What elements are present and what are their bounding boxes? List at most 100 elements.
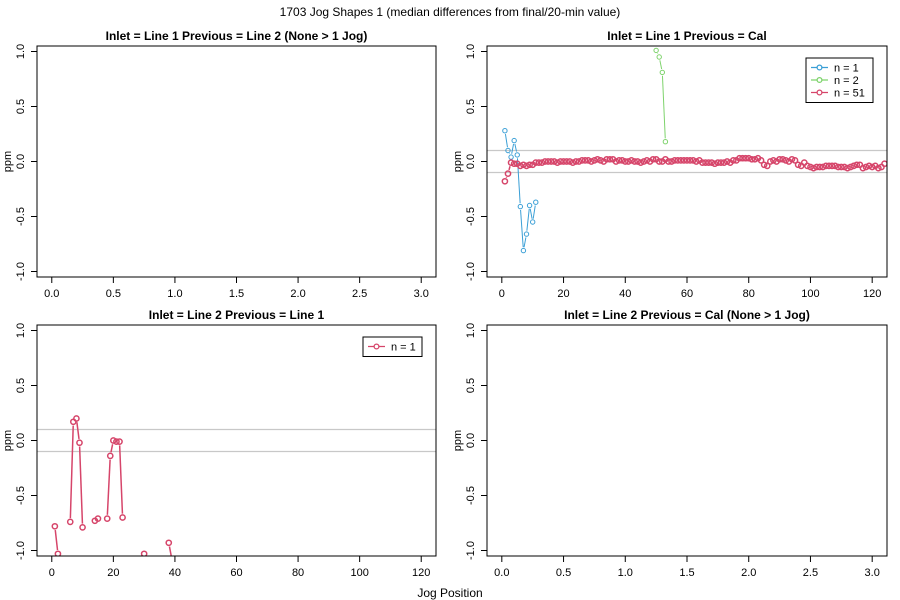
data-point [702,159,709,166]
data-point [804,162,811,170]
data-point [606,155,614,163]
data-point [748,155,756,163]
series-segment [508,166,511,171]
data-point [550,158,558,165]
data-point [594,155,601,163]
data-point [807,163,814,171]
data-point [653,47,659,54]
data-point [834,163,842,171]
data-point [720,159,728,166]
data-point [708,159,716,166]
data-point [541,158,549,165]
legend-label: n = 51 [834,88,865,100]
legend: n = 1 [362,336,423,357]
y-tick-label: 0.5 [465,99,477,114]
x-tick-label: 20 [107,567,119,579]
legend-marker [816,89,823,96]
y-tick-label: 0.0 [15,154,27,169]
data-point [745,154,753,162]
legend-label: n = 2 [834,75,859,87]
panel-title: Inlet = Line 1 Previous = Cal [607,29,766,43]
data-point [655,158,663,165]
x-tick-label: 1.0 [618,567,633,579]
series-segment [106,459,111,515]
plot-frame [36,45,437,278]
data-point [517,203,524,210]
panel-title: Inlet = Line 2 Previous = Line 1 [149,308,325,322]
panel-title: Inlet = Line 2 Previous = Cal (None > 1 … [564,308,810,322]
data-point [502,128,508,134]
data-point [547,158,555,165]
x-tick-label: 0 [499,288,505,300]
series-segment [110,444,114,453]
data-point [110,437,117,444]
data-point [113,438,120,445]
legend-marker [816,64,823,71]
data-point [813,163,820,171]
x-tick-label: 60 [230,567,242,579]
panel-4: Inlet = Line 2 Previous = Cal (None > 1 … [452,308,888,579]
data-point [66,518,74,526]
x-tick-label: 120 [863,288,881,300]
data-point [504,170,512,177]
series-n1 [502,128,539,254]
x-tick-label: 0.0 [494,567,509,579]
data-point [689,157,697,164]
x-tick-label: 2.0 [741,567,756,579]
panel-1: Inlet = Line 1 Previous = Line 2 (None >… [2,29,437,300]
data-point [760,161,768,169]
x-tick-label: 100 [801,288,819,300]
series-segment [69,425,74,519]
data-point [603,155,611,163]
y-tick-label: 0.5 [15,99,27,114]
series-n2 [653,47,669,145]
data-point [677,157,685,164]
data-point [686,157,694,164]
data-point [591,157,598,164]
x-tick-label: 60 [681,288,693,300]
data-point [103,515,111,522]
data-point [683,157,691,164]
data-point [526,161,533,169]
data-point [516,162,524,170]
x-tick-label: 80 [292,567,304,579]
series-segment [76,422,80,440]
data-point [729,157,737,164]
data-point [659,69,666,76]
data-point [563,158,570,165]
data-point [587,158,595,165]
data-point [742,154,749,162]
y-axis-label: ppm [2,430,14,451]
x-tick-label: 80 [743,288,755,300]
data-point [631,158,638,165]
x-tick-label: 2.5 [803,567,818,579]
x-tick-label: 120 [412,567,430,579]
data-point [875,164,882,172]
x-tick-label: 40 [169,567,181,579]
data-point [766,158,774,165]
data-point [649,155,657,163]
series-n51 [501,154,887,185]
series-segment [78,446,84,524]
data-point [538,159,546,166]
y-tick-label: -0.5 [15,486,27,505]
data-point [510,160,518,168]
data-point [511,137,517,144]
data-point [507,159,515,166]
data-point [837,163,845,171]
series-segment [526,208,530,231]
data-point [520,247,527,254]
legend-frame [362,336,423,357]
y-tick-label: 0.5 [465,378,477,393]
series-segment [529,208,533,219]
data-point [618,157,626,164]
data-point [662,139,669,145]
y-axis-label: ppm [2,151,14,172]
data-point [514,152,520,158]
data-point [751,155,759,163]
data-point [776,155,783,163]
data-point [171,555,173,556]
data-point [505,147,511,154]
legend-item: n = 1 [811,63,859,75]
data-point [850,162,858,170]
